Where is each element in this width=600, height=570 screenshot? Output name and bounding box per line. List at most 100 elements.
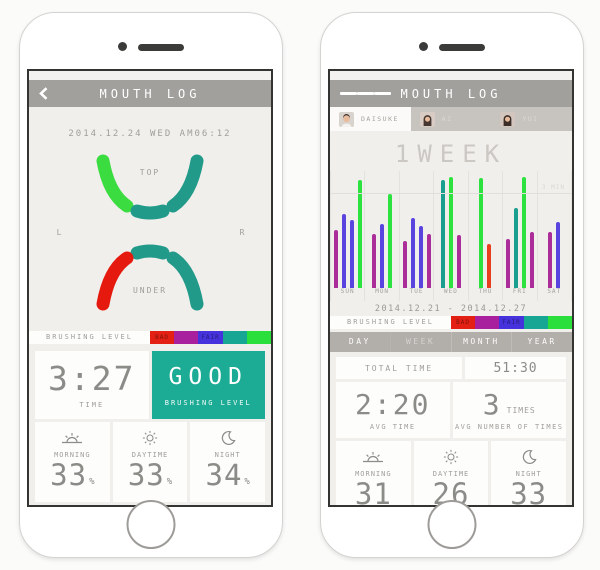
- tab-month[interactable]: MONTH: [450, 332, 512, 352]
- level-label: BRUSHING LEVEL: [164, 398, 252, 407]
- chart-bar: [513, 208, 518, 288]
- moon-icon: [522, 449, 537, 464]
- period-value: 31: [354, 477, 392, 507]
- chart-bar: [380, 223, 385, 288]
- chart-bars: [365, 171, 398, 288]
- phone-left: MOUTH LOG 2014.12.24 WED AM06:12 TOP L R…: [19, 12, 283, 558]
- chart-day-label: TUE: [409, 288, 424, 295]
- menu-button[interactable]: [340, 80, 391, 107]
- chart-bar: [349, 220, 354, 288]
- back-button[interactable]: [39, 80, 48, 107]
- avg-count-card: 3 TIMES AVG NUMBER OF TIMES: [452, 382, 566, 438]
- sun-icon: [443, 449, 459, 465]
- chart-day-label: FRI: [512, 288, 527, 295]
- profile-tab-yui[interactable]: YUI: [491, 107, 572, 131]
- scale-seg: [547, 316, 572, 329]
- camera-dot: [118, 42, 127, 51]
- chart-day-label: SAT: [547, 288, 562, 295]
- page-title: MOUTH LOG: [99, 86, 201, 101]
- chart-bar: [521, 176, 526, 288]
- chart-bars: [503, 171, 536, 288]
- mouth-label-right: R: [240, 228, 245, 237]
- status-bar: [29, 71, 271, 80]
- scale-seg-bad: BAD: [451, 316, 476, 329]
- scale-seg-fair: FAIR: [499, 316, 524, 329]
- chart-bar: [341, 214, 346, 288]
- mouth-seg-under-right: [166, 251, 204, 311]
- chart-gridline: [330, 193, 572, 194]
- scale-seg: [246, 331, 271, 344]
- tab-day[interactable]: DAY: [348, 337, 371, 346]
- period-unit: %: [89, 477, 95, 487]
- scale-seg-fair: FAIR: [198, 331, 223, 344]
- week-chart: 3 MIN SUN MON TUE WED THU FRI SAT: [330, 171, 572, 301]
- chart-bar: [487, 243, 492, 288]
- total-time-value: 51:30: [465, 357, 566, 379]
- brushing-level-legend-label: BRUSHING LEVEL: [45, 333, 133, 341]
- mouth-seg-top-left: [96, 154, 134, 213]
- period-card-night: NIGHT 33: [491, 441, 567, 507]
- chart-day-group: THU: [467, 171, 502, 301]
- chart-day-label: THU: [478, 288, 493, 295]
- tab-year[interactable]: YEAR: [511, 332, 572, 352]
- brushing-level-scale: BAD FAIR: [150, 331, 271, 344]
- period-unit: %: [166, 477, 173, 487]
- speaker-slot: [138, 44, 184, 51]
- brushing-level-card: GOOD BRUSHING LEVEL: [151, 351, 265, 419]
- period-value: 34: [205, 458, 243, 492]
- brushing-level-legend: BRUSHING LEVEL BAD FAIR: [29, 331, 271, 344]
- chart-bars: [469, 171, 502, 288]
- avg-count-label: AVG NUMBER OF TIMES: [454, 422, 564, 431]
- time-card: 3:27 TIME: [35, 351, 149, 419]
- chart-day-label: MON: [375, 288, 390, 295]
- chart-bars: [538, 171, 571, 288]
- scale-seg: [475, 316, 500, 329]
- avatar-daisuke: [339, 111, 354, 127]
- chart-day-label: WED: [444, 288, 458, 295]
- scale-seg: [222, 331, 247, 344]
- chart-day-group: SUN: [330, 171, 364, 301]
- period-name: NIGHT: [214, 451, 241, 459]
- sunrise-icon: [363, 452, 384, 463]
- avatar-ai: [419, 111, 435, 127]
- averages-row: 2:20 AVG TIME 3 TIMES AVG NUMBER OF TIME…: [336, 382, 566, 438]
- scale-seg: [523, 316, 548, 329]
- page-title: MOUTH LOG: [400, 86, 502, 101]
- brushing-level-scale: BAD FAIR: [451, 316, 572, 329]
- periods-row: MORNING 31 DAYTIME 26 NIGHT 33: [336, 441, 567, 507]
- sunrise-icon: [62, 433, 83, 444]
- mouth-diagram: TOP L R UNDER: [29, 141, 271, 331]
- range-tabs: DAY WEEK MONTH YEAR: [330, 332, 572, 352]
- chart-bar: [548, 231, 553, 288]
- mouth-label-under: UNDER: [133, 286, 167, 295]
- chart-bar: [333, 229, 338, 288]
- app-header: MOUTH LOG: [29, 80, 271, 107]
- home-button[interactable]: [126, 500, 176, 549]
- app-header: MOUTH LOG: [330, 80, 572, 107]
- period-name: DAYTIME: [432, 470, 470, 478]
- period-name: NIGHT: [515, 470, 542, 478]
- chart-day-label: SUN: [340, 288, 355, 295]
- profile-tab-ai[interactable]: AI: [411, 107, 492, 131]
- summary-cards: 3:27 TIME GOOD BRUSHING LEVEL: [35, 351, 265, 419]
- period-name: MORNING: [355, 470, 392, 478]
- chart-plot: SUN MON TUE WED THU FRI SAT: [330, 171, 572, 301]
- profile-tab-daisuke[interactable]: DAISUKE: [330, 107, 411, 131]
- chart-bars: [331, 171, 364, 288]
- profile-tabs: DAISUKE AI YUI: [330, 107, 572, 131]
- chart-bar: [372, 234, 377, 288]
- mouth-seg-under-center: [130, 244, 170, 260]
- camera-dot: [419, 42, 428, 51]
- chart-bar: [505, 238, 510, 288]
- period-value: 33: [510, 477, 548, 507]
- period-card-daytime: DAYTIME 33%: [112, 422, 188, 502]
- screen-left: MOUTH LOG 2014.12.24 WED AM06:12 TOP L R…: [27, 69, 273, 507]
- home-button[interactable]: [427, 500, 477, 549]
- tab-week[interactable]: WEEK: [389, 332, 451, 352]
- profile-name: DAISUKE: [361, 115, 399, 123]
- avg-count-value: 3: [482, 387, 502, 421]
- phone-right: MOUTH LOG DAISUKE AI YUI 1WEEK 3 MIN SUN…: [320, 12, 584, 558]
- screen-right: MOUTH LOG DAISUKE AI YUI 1WEEK 3 MIN SUN…: [328, 69, 574, 507]
- time-value: 3:27: [48, 358, 136, 398]
- chart-bars: [434, 171, 467, 288]
